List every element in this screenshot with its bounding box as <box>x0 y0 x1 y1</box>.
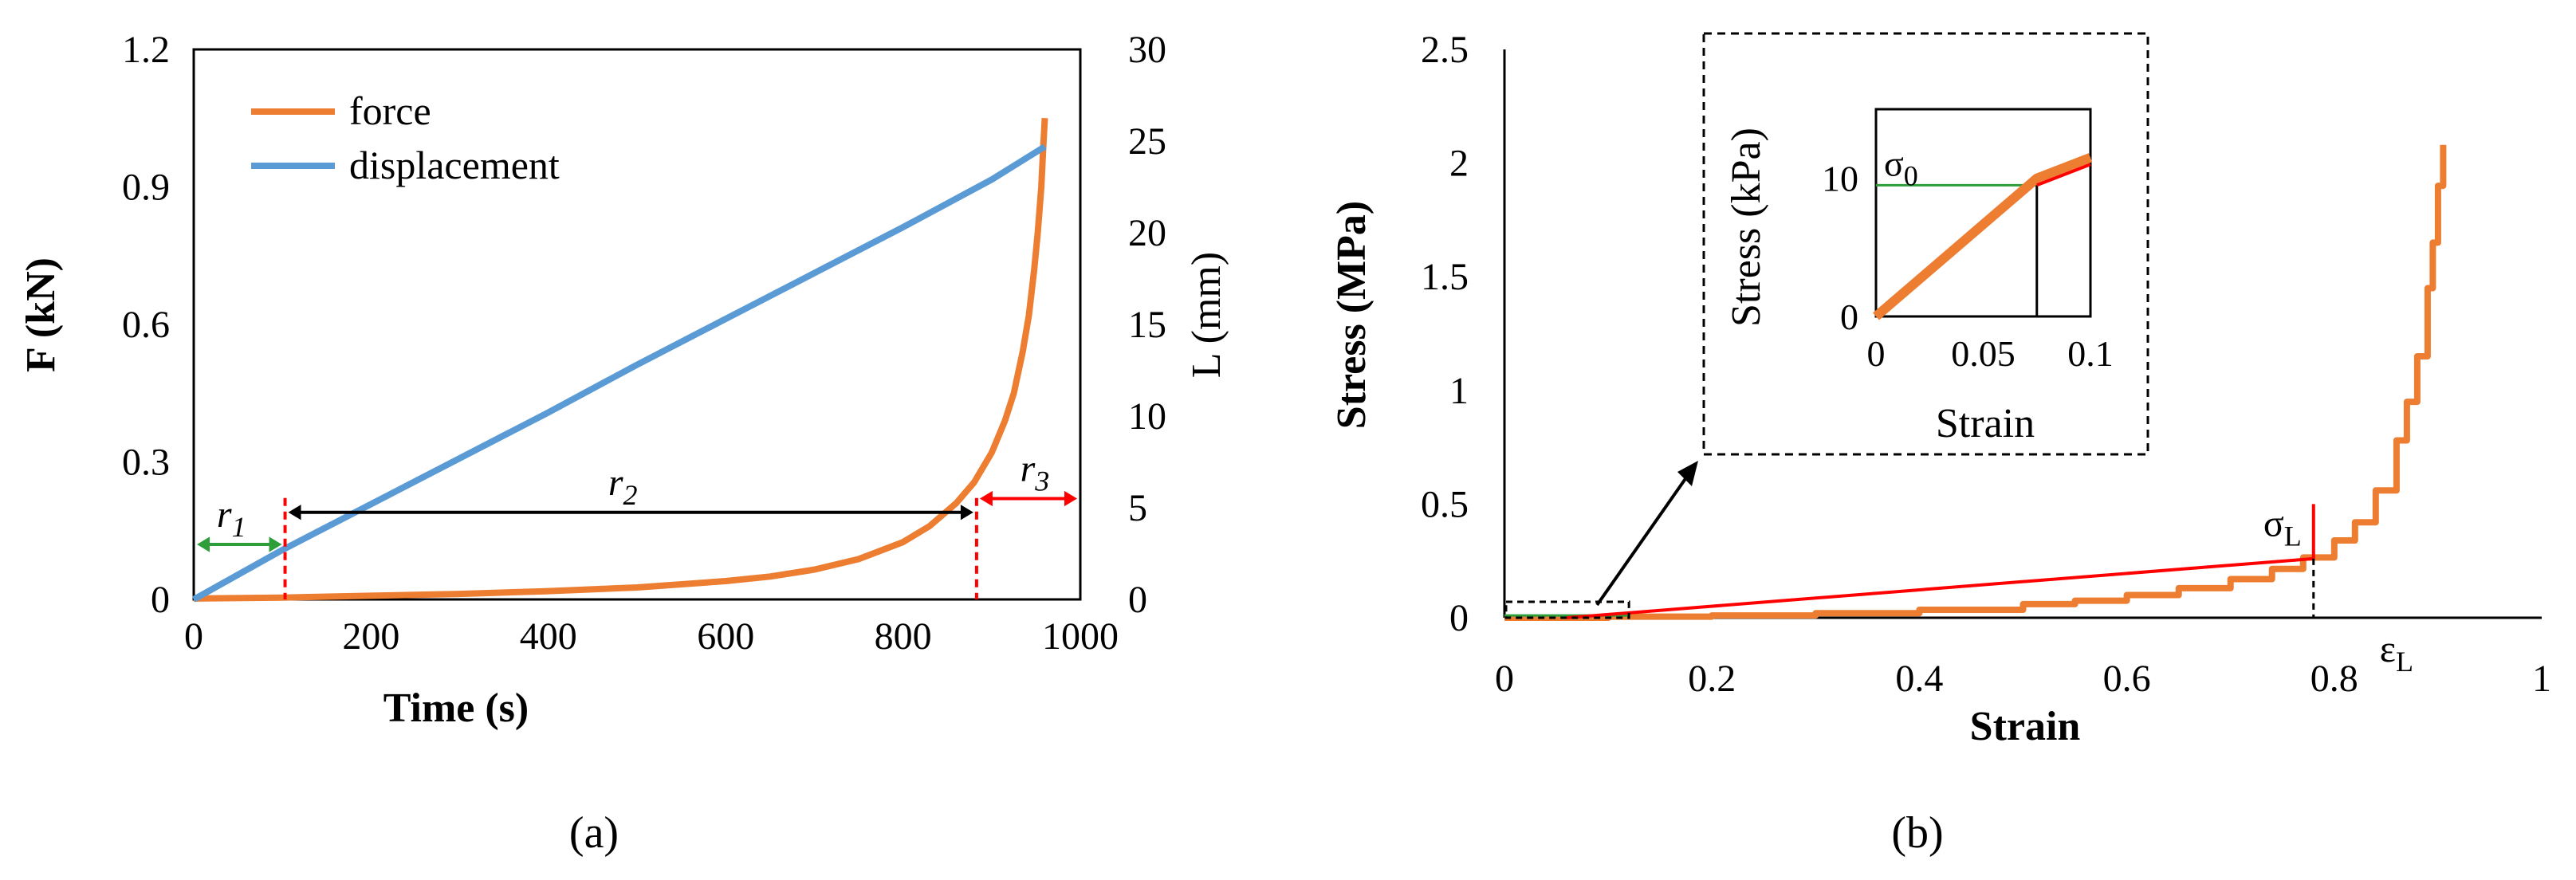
panel-a-left-axis-ticks: 0 0.3 0.6 0.9 1.2 <box>122 29 170 621</box>
panel-b-y-axis-ticks: 0 0.5 1 1.5 2 2.5 <box>1421 29 1469 639</box>
x-tick-label: 0 <box>1495 658 1514 700</box>
displacement-series-line <box>192 143 1047 603</box>
x-tick-label: 0 <box>184 615 203 658</box>
panel-b-series <box>1504 144 2447 621</box>
panel-a-label: (a) <box>569 808 619 858</box>
inset-x-axis-label: Strain <box>1936 401 2035 446</box>
inset-y-axis-label: Stress (kPa) <box>1724 128 1769 327</box>
x-tick-label: 1000 <box>1042 615 1119 658</box>
y2-tick-label: 25 <box>1128 120 1166 163</box>
y-tick-label: 0 <box>1449 597 1469 639</box>
panel-b-y-axis-label: Stress (MPa) <box>1329 201 1375 429</box>
y-tick-label: 1 <box>1449 370 1469 412</box>
region-arrow-head <box>979 490 993 507</box>
y2-tick-label: 20 <box>1128 212 1166 254</box>
y2-tick-label: 10 <box>1128 395 1166 438</box>
y2-tick-label: 15 <box>1128 304 1166 346</box>
y-tick-label: 0.9 <box>122 167 170 209</box>
region-arrow-head <box>960 505 973 521</box>
y-tick-label: 0.6 <box>122 304 170 346</box>
y2-tick-label: 30 <box>1128 29 1166 71</box>
region-label: r2 <box>608 462 638 511</box>
inset-x-tick-label: 0 <box>1867 333 1886 374</box>
x-tick-label: 0.6 <box>2103 658 2151 700</box>
panel-b-x-axis-ticks: 0 0.2 0.4 0.6 0.8 1 <box>1495 658 2551 700</box>
panel-a-series <box>192 117 1048 603</box>
panel-b-inset: 0 0.05 0.1 0 10 σ0 Strain Stress (kPa) <box>1702 32 2149 456</box>
panel-a-plot-area <box>192 48 1082 601</box>
stress-strain-curve <box>1504 144 2447 621</box>
legend-force-label: force <box>349 88 431 133</box>
y-tick-label: 2 <box>1449 143 1469 185</box>
x-tick-label: 1 <box>2532 658 2551 700</box>
panel-a-y2-axis-label: L (mm) <box>1184 252 1229 378</box>
inset-orange-curve <box>1873 153 2093 320</box>
x-tick-label: 0.8 <box>2311 658 2358 700</box>
panel-b-x-axis-label: Strain <box>1970 704 2081 749</box>
panel-a-chart: 0 0.3 0.6 0.9 1.2 0 5 10 15 20 25 30 0 200 400 600 800… <box>18 29 1229 858</box>
sigma0-label: σ0 <box>1884 143 1918 191</box>
region-arrow-head <box>197 536 210 552</box>
panel-b-label: (b) <box>1891 808 1943 858</box>
panel-a-y-axis-label: F (kN) <box>18 257 64 372</box>
inset-y-tick-label: 0 <box>1840 297 1858 337</box>
x-tick-label: 800 <box>875 615 932 658</box>
panel-a-legend: force displacement <box>251 88 560 187</box>
y-tick-label: 0.3 <box>122 442 170 484</box>
inset-series: σ0 <box>1873 143 2093 320</box>
panel-a-x-axis-label: Time (s) <box>383 686 529 731</box>
region-arrow-head <box>288 505 301 521</box>
panel-b-annotations: σL εL <box>1504 461 2413 678</box>
inset-y-tick-label: 10 <box>1822 159 1858 199</box>
sigma-L-label: σL <box>2263 502 2302 552</box>
x-tick-label: 0.4 <box>1895 658 1943 700</box>
inset-axis-ticks: 0 0.05 0.1 0 10 <box>1822 159 2114 374</box>
y2-tick-label: 5 <box>1128 487 1147 529</box>
y-tick-label: 0 <box>151 579 170 621</box>
inset-x-tick-label: 0.05 <box>1951 333 2016 374</box>
region-arrow-head <box>269 536 282 552</box>
y-tick-label: 1.5 <box>1421 256 1469 298</box>
x-tick-label: 400 <box>520 615 577 658</box>
force-series-line <box>193 117 1048 602</box>
epsilon-L-label: εL <box>2380 628 2413 678</box>
panel-a-x-axis-ticks: 0 200 400 600 800 1000 <box>184 615 1119 658</box>
zoom-arrow-line <box>1595 470 1692 607</box>
inset-red-line <box>2036 163 2091 187</box>
y-tick-label: 1.2 <box>122 29 170 71</box>
panel-a-right-axis-ticks: 0 5 10 15 20 25 30 <box>1128 29 1166 621</box>
x-tick-label: 0.2 <box>1688 658 1736 700</box>
x-tick-label: 600 <box>697 615 754 658</box>
y-tick-label: 0.5 <box>1421 483 1469 525</box>
inset-x-tick-label: 0.1 <box>2067 333 2114 374</box>
zoom-region-box <box>1504 600 1630 619</box>
legend-displacement-label: displacement <box>349 143 560 187</box>
region-label: r1 <box>217 493 246 543</box>
y-tick-label: 2.5 <box>1421 29 1469 71</box>
zoom-arrow-head <box>1677 461 1698 486</box>
region-arrow-head <box>1064 490 1077 507</box>
region-label: r3 <box>1021 448 1050 497</box>
panel-a-annotations: r1 r2 r3 <box>197 448 1077 599</box>
x-tick-label: 200 <box>342 615 399 658</box>
secant-line <box>1566 556 2314 619</box>
y2-tick-label: 0 <box>1128 579 1147 621</box>
